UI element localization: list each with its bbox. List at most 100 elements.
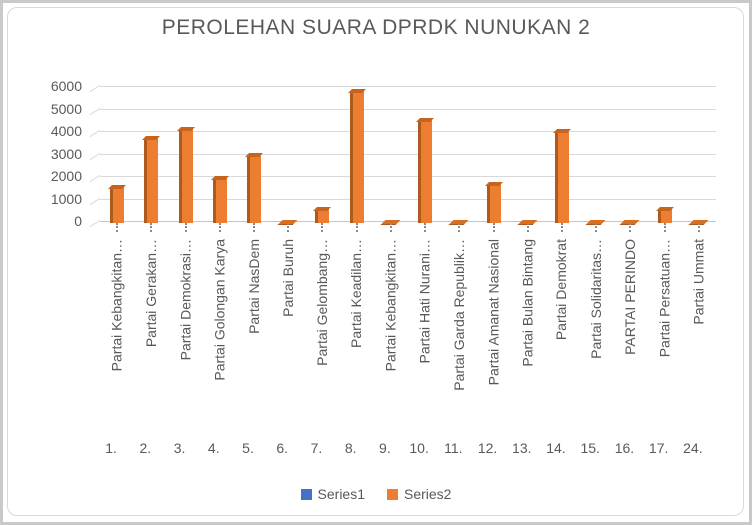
category-label: Partai Kebangkitan…: [382, 239, 399, 372]
category-tick: [253, 223, 255, 232]
y-axis-tick-label: 2000: [50, 168, 82, 184]
y-axis-tick-label: 3000: [50, 145, 82, 162]
category-label: Partai NasDem: [245, 239, 262, 334]
category-label: Partai Garda Republik…: [450, 239, 467, 391]
category-tick: [287, 223, 290, 232]
chart-title[interactable]: PEROLEHAN SUARA DPRDK NUNUKAN 2: [161, 16, 591, 39]
bar-top-face: [245, 152, 263, 157]
category-number-label: 7.: [310, 440, 323, 456]
category-label: Partai Demokrasi…: [177, 239, 194, 361]
category-label: Partai Gelombang…: [313, 239, 330, 366]
bar-top-face: [553, 129, 571, 133]
bar-top-face: [142, 135, 161, 140]
category-tick: [218, 223, 221, 232]
gridline: [89, 197, 716, 205]
bar-top-face: [176, 126, 195, 131]
category-tick: [116, 223, 119, 232]
category-label: Partai Amanat Nasional: [485, 239, 502, 386]
category-label: Partai Hati Nurani…: [416, 239, 433, 364]
category-tick: [389, 223, 392, 232]
category-label: Partai Golongan Karya: [211, 239, 228, 381]
legend-label-series2: Series2: [404, 486, 452, 502]
category-number-label: 9.: [379, 440, 391, 456]
category-number-label: 10.: [409, 440, 429, 456]
category-tick: [424, 223, 427, 232]
bar-14[interactable]: [553, 129, 571, 223]
category-tick: [629, 223, 632, 232]
category-tick: [526, 223, 529, 232]
bar-top-face: [347, 88, 366, 93]
category-label: PARTAI PERINDO: [621, 239, 638, 355]
bar-top-face: [484, 181, 503, 186]
bar-3[interactable]: [176, 126, 195, 223]
category-tick: [150, 223, 153, 232]
gridline-depth-tick: [89, 152, 101, 160]
legend-label-series1: Series1: [317, 486, 365, 502]
bar-top-face: [655, 206, 674, 211]
category-number-label: 11.: [444, 440, 463, 456]
category-number-label: 2.: [139, 440, 152, 456]
bar-top-face: [108, 185, 127, 190]
gridline-depth-tick: [89, 174, 101, 183]
gridline-depth-tick: [89, 84, 101, 93]
category-number-label: 15.: [580, 440, 600, 456]
bar-2[interactable]: [142, 135, 161, 223]
gridline: [89, 107, 716, 115]
gridline-depth-tick: [89, 197, 101, 205]
bar-8[interactable]: [347, 88, 366, 223]
bar-1[interactable]: [108, 185, 127, 223]
series1-swatch-icon: [300, 488, 312, 500]
y-axis-tick-label: 5000: [50, 100, 82, 117]
category-tick: [697, 223, 700, 232]
category-number-label: 5.: [242, 440, 254, 456]
category-label: Partai Demokrat: [553, 239, 570, 341]
category-number-label: 24.: [683, 440, 703, 456]
gridline-depth-tick: [89, 129, 101, 138]
bar-10[interactable]: [416, 117, 435, 223]
category-label: Partai Bulan Bintang: [519, 239, 536, 367]
y-axis-tick-label: 4000: [50, 123, 82, 139]
category-tick: [355, 223, 358, 232]
category-number-label: 4.: [207, 440, 220, 456]
category-tick: [561, 223, 563, 232]
category-number-label: 1.: [105, 440, 117, 456]
category-label: Partai Persatuan…: [656, 239, 673, 358]
category-label: Partai Ummat: [690, 239, 707, 325]
bar-17[interactable]: [655, 206, 674, 223]
bar-top-face: [210, 176, 229, 181]
chart-legend: Series1 Series2: [0, 486, 752, 502]
legend-item-series2[interactable]: Series2: [387, 486, 451, 502]
gridline: [89, 84, 716, 93]
category-number-label: 17.: [648, 440, 669, 456]
category-number-label: 14.: [546, 440, 566, 456]
gridline-depth-tick: [89, 107, 101, 115]
category-number-label: 13.: [512, 440, 532, 456]
bar-7[interactable]: [313, 206, 332, 223]
bar-5[interactable]: [245, 152, 263, 223]
bar-top-face: [416, 117, 435, 122]
legend-item-series1[interactable]: Series1: [300, 486, 365, 502]
bar-top-face: [313, 206, 332, 211]
category-number-label: 6.: [276, 440, 289, 456]
y-axis-tick-label: 6000: [50, 78, 82, 94]
series2-swatch-icon: [387, 488, 398, 500]
y-axis-tick-label: 1000: [50, 190, 82, 207]
category-number-label: 3.: [173, 440, 186, 456]
category-label: Partai Kebangkitan…: [108, 239, 125, 372]
category-tick: [184, 223, 187, 232]
category-tick: [595, 223, 598, 232]
gridline: [89, 174, 716, 183]
category-number-label: 16.: [614, 440, 635, 456]
gridline: [89, 129, 716, 138]
category-number-label: 12.: [477, 440, 498, 456]
category-number-label: 8.: [344, 440, 357, 456]
category-tick: [321, 223, 324, 232]
category-label: Partai Keadilan…: [348, 239, 365, 348]
category-label: Partai Solidaritas…: [587, 239, 604, 359]
chart-object-panel: [7, 7, 744, 516]
bar-4[interactable]: [210, 176, 229, 223]
bar-12[interactable]: [484, 181, 503, 223]
category-tick: [663, 223, 666, 232]
